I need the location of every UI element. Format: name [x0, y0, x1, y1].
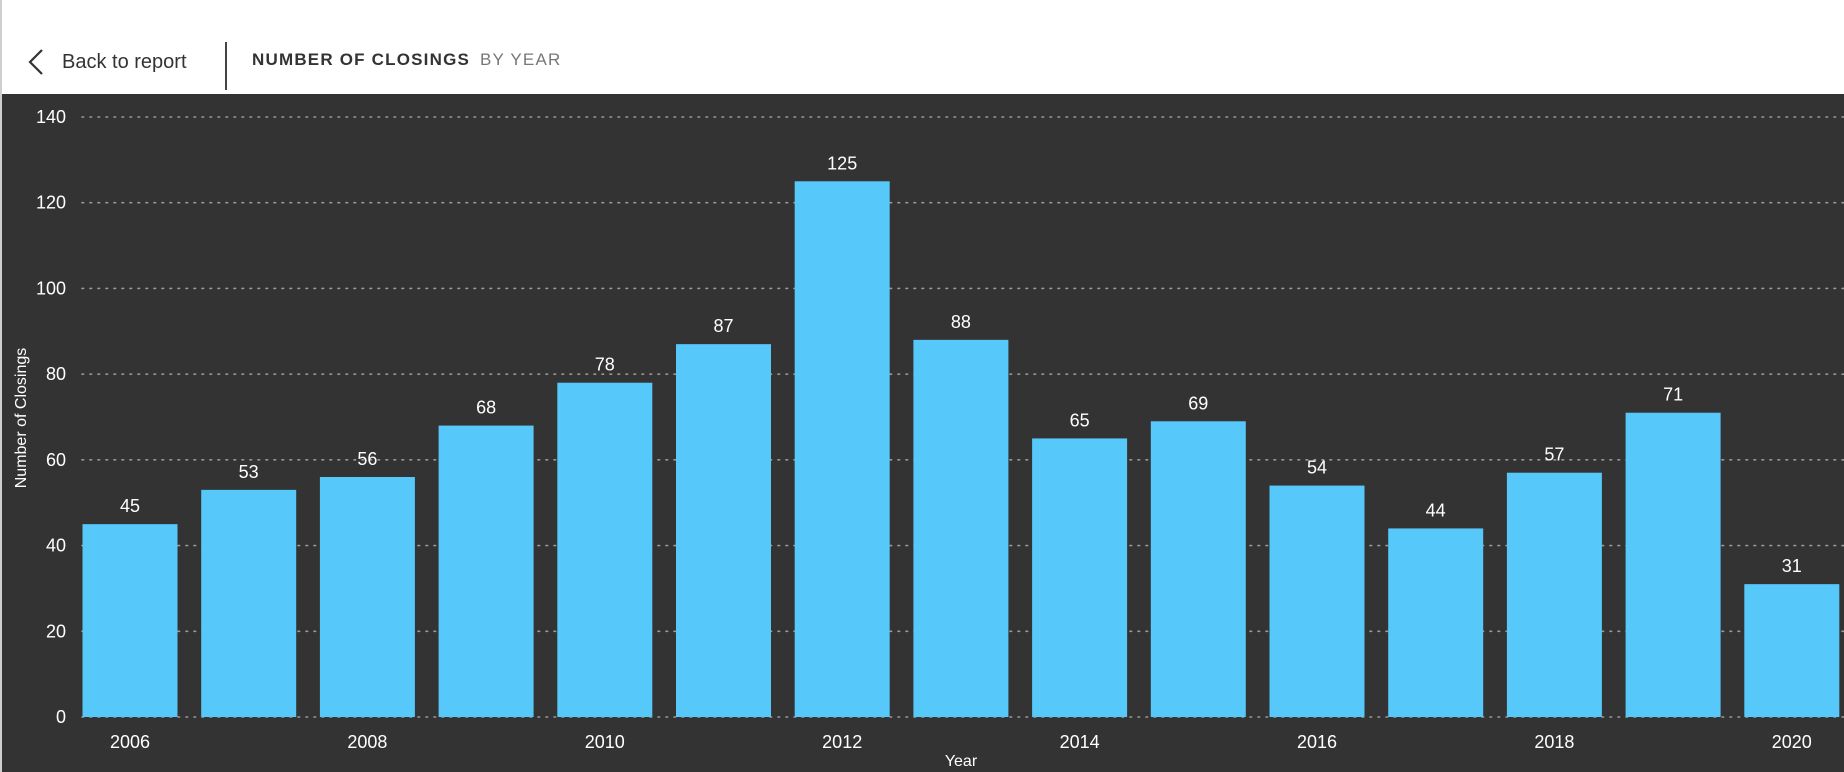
x-tick-label: 2016: [1297, 732, 1337, 752]
y-tick-label: 60: [46, 450, 66, 470]
x-tick-label: 2018: [1534, 732, 1574, 752]
data-label: 56: [357, 449, 377, 469]
bar-2013: [913, 339, 1009, 717]
y-tick-label: 100: [36, 278, 66, 298]
data-label: 68: [476, 398, 496, 418]
bar-2019: [1625, 412, 1721, 717]
x-tick-label: 2012: [822, 732, 862, 752]
page-title: NUMBER OF CLOSINGS: [252, 50, 471, 69]
data-label: 125: [827, 153, 857, 173]
bar-2017: [1388, 528, 1484, 717]
bar-2011: [676, 344, 771, 717]
y-tick-label: 0: [56, 707, 66, 727]
data-label: 44: [1426, 500, 1446, 520]
page-subtitle: BY YEAR: [480, 50, 562, 69]
back-to-report-button[interactable]: Back to report: [28, 44, 187, 80]
chevron-left-icon: [28, 48, 44, 76]
y-tick-label: 120: [36, 193, 66, 213]
data-label: 87: [713, 316, 733, 336]
x-tick-label: 2006: [110, 732, 150, 752]
bar-2014: [1032, 438, 1128, 717]
y-tick-label: 20: [46, 621, 66, 641]
bar-chart: 0 20 40 60 80 100 120 140 45 53 56 68 78 87 125 88 65 69 5…: [13, 107, 1844, 770]
y-tick-label: 140: [36, 107, 66, 127]
bar-2009: [438, 425, 534, 717]
bar-2015: [1150, 421, 1246, 717]
bar-2012: [794, 181, 890, 717]
header-divider: [225, 42, 227, 90]
data-label: 78: [595, 355, 615, 375]
bar-2010: [557, 382, 653, 717]
data-label: 69: [1188, 393, 1208, 413]
bar-2020: [1744, 584, 1840, 717]
x-tick-label: 2008: [347, 732, 387, 752]
chart-area: 0 20 40 60 80 100 120 140 45 53 56 68 78 87 125 88 65 69 5…: [2, 94, 1844, 772]
data-label: 88: [951, 312, 971, 332]
data-label: 71: [1663, 385, 1683, 405]
data-label: 54: [1307, 458, 1327, 478]
bar-2018: [1506, 472, 1602, 717]
back-button-label: Back to report: [62, 50, 187, 73]
bar-2008: [319, 477, 415, 717]
bar-2016: [1269, 485, 1365, 717]
bar-2006: [82, 524, 178, 717]
x-tick-label: 2020: [1772, 732, 1812, 752]
data-label: 31: [1782, 556, 1802, 576]
data-label: 45: [120, 496, 140, 516]
y-tick-label: 40: [46, 536, 66, 556]
x-axis-title: Year: [945, 753, 978, 770]
header-bar: Back to report NUMBER OF CLOSINGS BY YEA…: [2, 0, 1844, 94]
y-tick-label: 80: [46, 364, 66, 384]
data-label: 57: [1544, 445, 1564, 465]
data-label: 53: [239, 462, 259, 482]
x-tick-label: 2014: [1060, 732, 1100, 752]
y-axis-title: Number of Closings: [13, 348, 30, 489]
x-tick-label: 2010: [585, 732, 625, 752]
bar-2007: [201, 489, 297, 717]
data-label: 65: [1070, 410, 1090, 430]
